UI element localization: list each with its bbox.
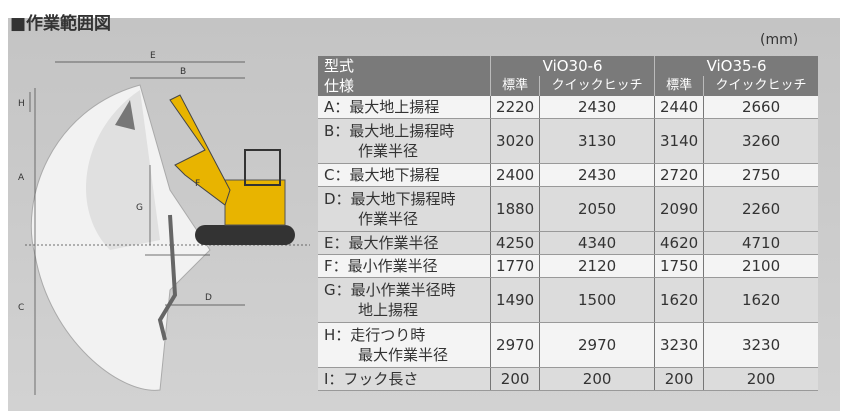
spec-row: I：フック長さ 200 200 200 200 bbox=[318, 367, 818, 391]
value: 200 bbox=[703, 367, 818, 391]
row-label-line: 最大作業半径 bbox=[358, 346, 449, 364]
value: 2260 bbox=[703, 186, 818, 232]
value: 200 bbox=[539, 367, 655, 391]
spec-header: 仕様 bbox=[318, 76, 491, 96]
row-label: D：最大地下揚程時 作業半径 bbox=[318, 186, 491, 232]
value: 3020 bbox=[490, 118, 540, 164]
row-label: I：フック長さ bbox=[318, 367, 491, 391]
spec-row: C：最大地下揚程 2400 2430 2720 2750 bbox=[318, 163, 818, 187]
row-label-line: B：最大地上揚程時 bbox=[324, 122, 455, 140]
row-label-line: C：最大地下揚程 bbox=[324, 166, 440, 184]
dimension-label: H bbox=[18, 99, 25, 109]
row-label-line: 作業半径 bbox=[358, 142, 419, 160]
work-range-diagram: E B H A F G C D bbox=[18, 51, 310, 395]
value: 3140 bbox=[654, 118, 704, 164]
sub-header: 標準 bbox=[654, 76, 704, 96]
spec-row: F：最小作業半径 1770 2120 1750 2100 bbox=[318, 254, 818, 278]
row-label-line: 地上揚程 bbox=[358, 301, 419, 319]
unit: (mm) bbox=[760, 32, 799, 48]
dimension-label: F bbox=[195, 179, 200, 189]
value: 1750 bbox=[654, 254, 704, 278]
dimension-label: A bbox=[18, 173, 25, 183]
value: 200 bbox=[490, 367, 540, 391]
value: 4710 bbox=[703, 231, 818, 255]
value: 2400 bbox=[490, 163, 540, 187]
reach-inner bbox=[86, 90, 160, 250]
value: 4620 bbox=[654, 231, 704, 255]
spec-row: D：最大地下揚程時 作業半径 1880 2050 2090 2260 bbox=[318, 186, 818, 232]
value: 4340 bbox=[539, 231, 655, 255]
spec-row: E：最大作業半径 4250 4340 4620 4710 bbox=[318, 231, 818, 255]
row-label: B：最大地上揚程時 作業半径 bbox=[318, 118, 491, 164]
value: 200 bbox=[654, 367, 704, 391]
dimension-label: C bbox=[18, 303, 24, 313]
value: 2430 bbox=[539, 163, 655, 187]
row-label-line: E：最大作業半径 bbox=[324, 234, 439, 252]
row-label-line: G：最小作業半径時 bbox=[324, 281, 456, 299]
row-label-line: H：走行つり時 bbox=[324, 326, 426, 344]
row-label: A：最大地上揚程 bbox=[318, 96, 491, 119]
sub-header: クイックヒッチ bbox=[703, 76, 818, 96]
value: 3130 bbox=[539, 118, 655, 164]
value: 4250 bbox=[490, 231, 540, 255]
row-label: F：最小作業半径 bbox=[318, 254, 491, 278]
row-label-line: 作業半径 bbox=[358, 210, 419, 228]
value: 1620 bbox=[654, 277, 704, 323]
value: 2220 bbox=[490, 96, 540, 119]
row-label: C：最大地下揚程 bbox=[318, 163, 491, 187]
value: 2970 bbox=[490, 322, 540, 368]
value: 2720 bbox=[654, 163, 704, 187]
value: 1620 bbox=[703, 277, 818, 323]
value: 1770 bbox=[490, 254, 540, 278]
sub-header: 標準 bbox=[490, 76, 540, 96]
row-label: G：最小作業半径時 地上揚程 bbox=[318, 277, 491, 323]
row-label-line: F：最小作業半径 bbox=[324, 257, 438, 275]
value: 1880 bbox=[490, 186, 540, 232]
model: ViO30-6 bbox=[490, 56, 655, 76]
model: ViO35-6 bbox=[654, 56, 818, 76]
spec-row: G：最小作業半径時 地上揚程 1490 1500 1620 1620 bbox=[318, 277, 818, 323]
value: 3260 bbox=[703, 118, 818, 164]
value: 2970 bbox=[539, 322, 655, 368]
sub-header: クイックヒッチ bbox=[539, 76, 655, 96]
value: 3230 bbox=[703, 322, 818, 368]
value: 2430 bbox=[539, 96, 655, 119]
spec-row: B：最大地上揚程時 作業半径 3020 3130 3140 3260 bbox=[318, 118, 818, 164]
row-label: H：走行つり時最大作業半径 bbox=[318, 322, 491, 368]
value: 2750 bbox=[703, 163, 818, 187]
dimension-label: E bbox=[150, 51, 156, 61]
value: 2440 bbox=[654, 96, 704, 119]
spec-table: 型式 ViO30-6 ViO35-6 仕様 標準 クイックヒッチ 標準 クイックヒッチ A：… bbox=[318, 56, 818, 391]
value: 2120 bbox=[539, 254, 655, 278]
dimension-label: G bbox=[136, 203, 143, 213]
value: 3230 bbox=[654, 322, 704, 368]
row-label: E：最大作業半径 bbox=[318, 231, 491, 255]
row-label-line: I：フック長さ bbox=[324, 370, 419, 388]
dimension-label: B bbox=[180, 67, 186, 77]
value: 1490 bbox=[490, 277, 540, 323]
heading: ■作業範囲図 bbox=[10, 14, 112, 34]
dimension-label: D bbox=[205, 293, 212, 303]
value: 2660 bbox=[703, 96, 818, 119]
value: 2090 bbox=[654, 186, 704, 232]
spec-row: A：最大地上揚程 2220 2430 2440 2660 bbox=[318, 96, 818, 119]
row-label-line: A：最大地上揚程 bbox=[324, 98, 440, 116]
excavator bbox=[115, 94, 295, 341]
value: 2100 bbox=[703, 254, 818, 278]
spec-row: H：走行つり時 最大作業半径 2970 2970 3230 3230 bbox=[318, 322, 818, 368]
model-header: 型式 bbox=[318, 56, 491, 76]
row-label-line: D：最大地下揚程時 bbox=[324, 190, 456, 208]
value: 2050 bbox=[539, 186, 655, 232]
value: 1500 bbox=[539, 277, 655, 323]
